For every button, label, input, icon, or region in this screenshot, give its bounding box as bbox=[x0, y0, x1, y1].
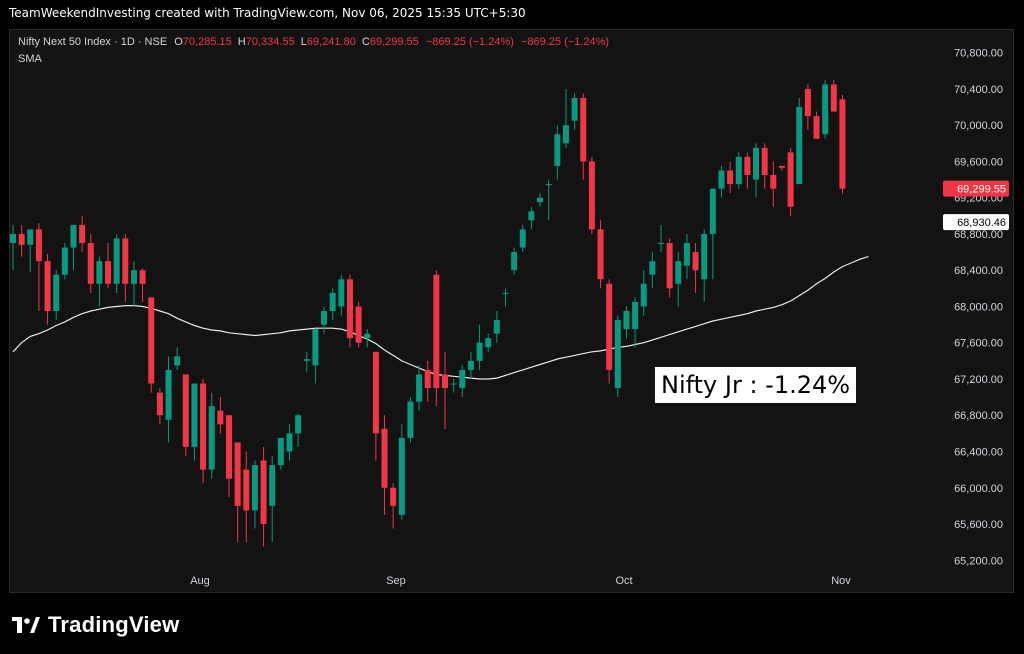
chart-caption: TeamWeekendInvesting created with Tradin… bbox=[9, 6, 526, 20]
change-annotation: Nifty Jr : -1.24% bbox=[655, 367, 857, 403]
low-label: L bbox=[300, 36, 307, 48]
high-value: 70,334.55 bbox=[245, 36, 295, 48]
close-value: 69,299.55 bbox=[369, 36, 419, 48]
tradingview-wordmark: TradingView bbox=[48, 612, 180, 637]
symbol-label[interactable]: Nifty Next 50 Index · 1D · NSE bbox=[18, 36, 168, 48]
chart-pane[interactable] bbox=[9, 29, 1014, 593]
sma-indicator-label[interactable]: SMA bbox=[18, 53, 42, 65]
tradingview-logo[interactable]: TradingView bbox=[12, 612, 179, 638]
high-label: H bbox=[237, 36, 246, 48]
tradingview-logo-icon bbox=[12, 617, 40, 633]
open-label: O bbox=[174, 36, 183, 48]
change-value: −869.25 (−1.24%) bbox=[425, 36, 514, 48]
change-value-repeat: −869.25 (−1.24%) bbox=[520, 36, 610, 48]
open-value: 70,285.15 bbox=[182, 36, 232, 48]
close-label: C bbox=[361, 36, 370, 48]
low-value: 69,241.80 bbox=[306, 36, 356, 48]
ohlc-legend: Nifty Next 50 Index · 1D · NSE O70,285.1… bbox=[18, 36, 609, 48]
